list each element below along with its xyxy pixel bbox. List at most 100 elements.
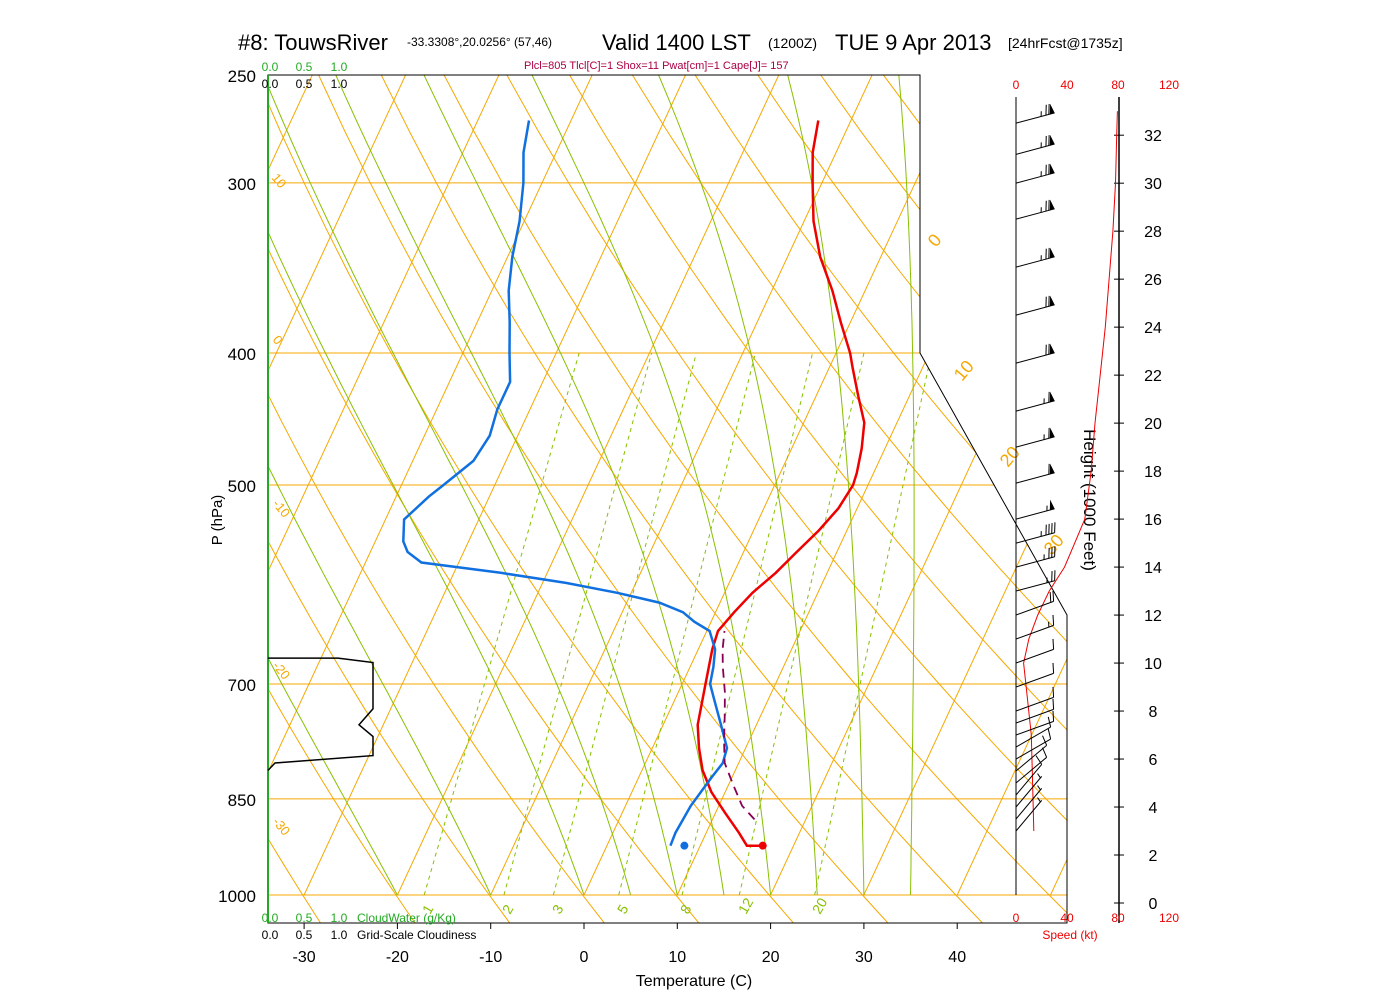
wind-barb-staff <box>1015 708 1054 724</box>
wind-barb-feather <box>1052 698 1055 710</box>
dry-adiabat <box>0 0 37 924</box>
mixing-ratio-line <box>503 352 653 896</box>
plot-frame <box>267 74 1068 924</box>
mixing-ratio-label: 5 <box>614 902 632 917</box>
moist-adiabat <box>268 75 585 896</box>
moist-adiabat <box>268 75 398 896</box>
x-axis-title: Temperature (C) <box>636 973 752 990</box>
dry-adiabat <box>268 75 417 923</box>
wind-barb-feather <box>1052 686 1055 698</box>
cloudiness-top-tick: 0.0 <box>262 77 279 91</box>
isotherm-line <box>268 75 375 896</box>
isotherm-line <box>0 0 187 895</box>
wind-barb <box>1015 103 1055 124</box>
isotherm-line <box>863 75 1067 896</box>
dry-adiabat <box>268 75 511 923</box>
wind-barb <box>1015 698 1055 724</box>
wind-barb-feather <box>1047 716 1052 728</box>
moist-adiabat <box>423 75 725 896</box>
speed-top-tick: 120 <box>1159 78 1179 92</box>
wind-barb-staff <box>1015 756 1047 784</box>
wind-barb-staff <box>1015 800 1043 832</box>
wind-barb-feather <box>1052 710 1055 722</box>
dry-adiabat <box>1322 0 1400 924</box>
cloudwater-top-tick: 0.5 <box>296 60 313 74</box>
cloudwater-bottom-tick: 0.5 <box>296 911 313 925</box>
mixing-ratio-line <box>423 352 580 896</box>
wind-barb <box>1015 463 1055 484</box>
stability-indices: Plcl=805 Tlcl[C]=1 Shox=11 Pwat[cm]=1 Ca… <box>524 60 789 72</box>
wind-barb-flag <box>1049 103 1055 115</box>
wind-barb-staff <box>1015 580 1055 592</box>
height-tick-label: 16 <box>1144 512 1162 529</box>
wind-barb-staff <box>1015 726 1051 748</box>
height-tick-label: 22 <box>1144 368 1162 385</box>
dry-adiabat <box>1381 0 1400 924</box>
cloudiness-bottom-tick: 0.5 <box>296 928 313 942</box>
height-tick-label: 20 <box>1144 416 1162 433</box>
cloudiness-top-tick: 0.5 <box>296 77 313 91</box>
pressure-tick-label: 700 <box>228 676 256 695</box>
moist-adiabat <box>268 75 632 896</box>
mixing-ratio-label: 12 <box>735 895 757 917</box>
dry-adiabat <box>268 75 890 923</box>
wind-barb <box>1015 499 1055 520</box>
isotherm-label: 0 <box>924 230 946 251</box>
wind-barb <box>1015 755 1043 796</box>
wind-barb-staff <box>1015 648 1054 664</box>
wind-barb-feather <box>1042 747 1048 758</box>
wind-barb <box>1015 638 1055 664</box>
cloudwater-bottom-tick: 0.0 <box>262 911 279 925</box>
wind-barb <box>1015 773 1043 808</box>
wind-barb <box>1015 590 1055 616</box>
wind-barb-staff <box>1015 720 1054 736</box>
wind-barb-staff <box>1015 508 1055 520</box>
dry-adiabat-label: -20 <box>270 658 294 682</box>
wind-barb-staff <box>1015 112 1055 124</box>
temperature-tick-label: 30 <box>855 949 873 966</box>
height-tick-label: 28 <box>1144 224 1162 241</box>
height-tick-label: 14 <box>1144 560 1162 577</box>
wind-barb-staff <box>1015 624 1054 640</box>
wind-barb <box>1015 163 1055 184</box>
dry-adiabat <box>268 75 322 923</box>
temperature-tick-label: 0 <box>580 949 589 966</box>
wind-barb-staff <box>1015 208 1055 220</box>
wind-barb <box>1015 662 1055 688</box>
wind-barb-flag <box>1049 343 1055 355</box>
height-tick-label: 2 <box>1149 848 1158 865</box>
dry-adiabat <box>268 75 795 923</box>
height-tick-label: 26 <box>1144 272 1162 289</box>
wind-barb-staff <box>1015 400 1055 412</box>
dry-adiabat <box>1146 0 1400 924</box>
wind-barb <box>1015 427 1055 448</box>
moist-adiabat <box>787 75 865 896</box>
wind-barb <box>1015 134 1055 155</box>
wind-barb-staff <box>1015 472 1055 484</box>
speed-top-tick: 0 <box>1013 78 1020 92</box>
wind-barb <box>1015 614 1055 640</box>
height-axis-title: Height (1000 Feet) <box>1080 429 1099 571</box>
wind-barb-half-feather <box>1037 773 1041 779</box>
dry-adiabat <box>438 75 1067 923</box>
wind-barb <box>1015 686 1055 712</box>
isotherm-line <box>1050 75 1067 896</box>
wind-barb-flag <box>1049 247 1055 259</box>
cloudiness-bottom-tick: 1.0 <box>331 928 348 942</box>
wind-barb-flag <box>1049 391 1055 403</box>
wind-barb-staff <box>1015 764 1043 796</box>
wind-barb-flag <box>1049 463 1055 475</box>
wind-barb <box>1015 728 1052 760</box>
wind-barb-staff <box>1015 738 1051 760</box>
speed-top-tick: 40 <box>1060 78 1074 92</box>
surface-dewpoint-dot <box>680 841 689 850</box>
dry-adiabat-label: -30 <box>270 814 294 838</box>
temperature-tick-label: -30 <box>293 949 316 966</box>
dry-adiabat <box>850 75 1067 923</box>
speed-bottom-tick: 0 <box>1013 911 1020 925</box>
cloudiness-bottom-tick: 0.0 <box>262 928 279 942</box>
wind-barb-staff <box>1015 143 1055 155</box>
